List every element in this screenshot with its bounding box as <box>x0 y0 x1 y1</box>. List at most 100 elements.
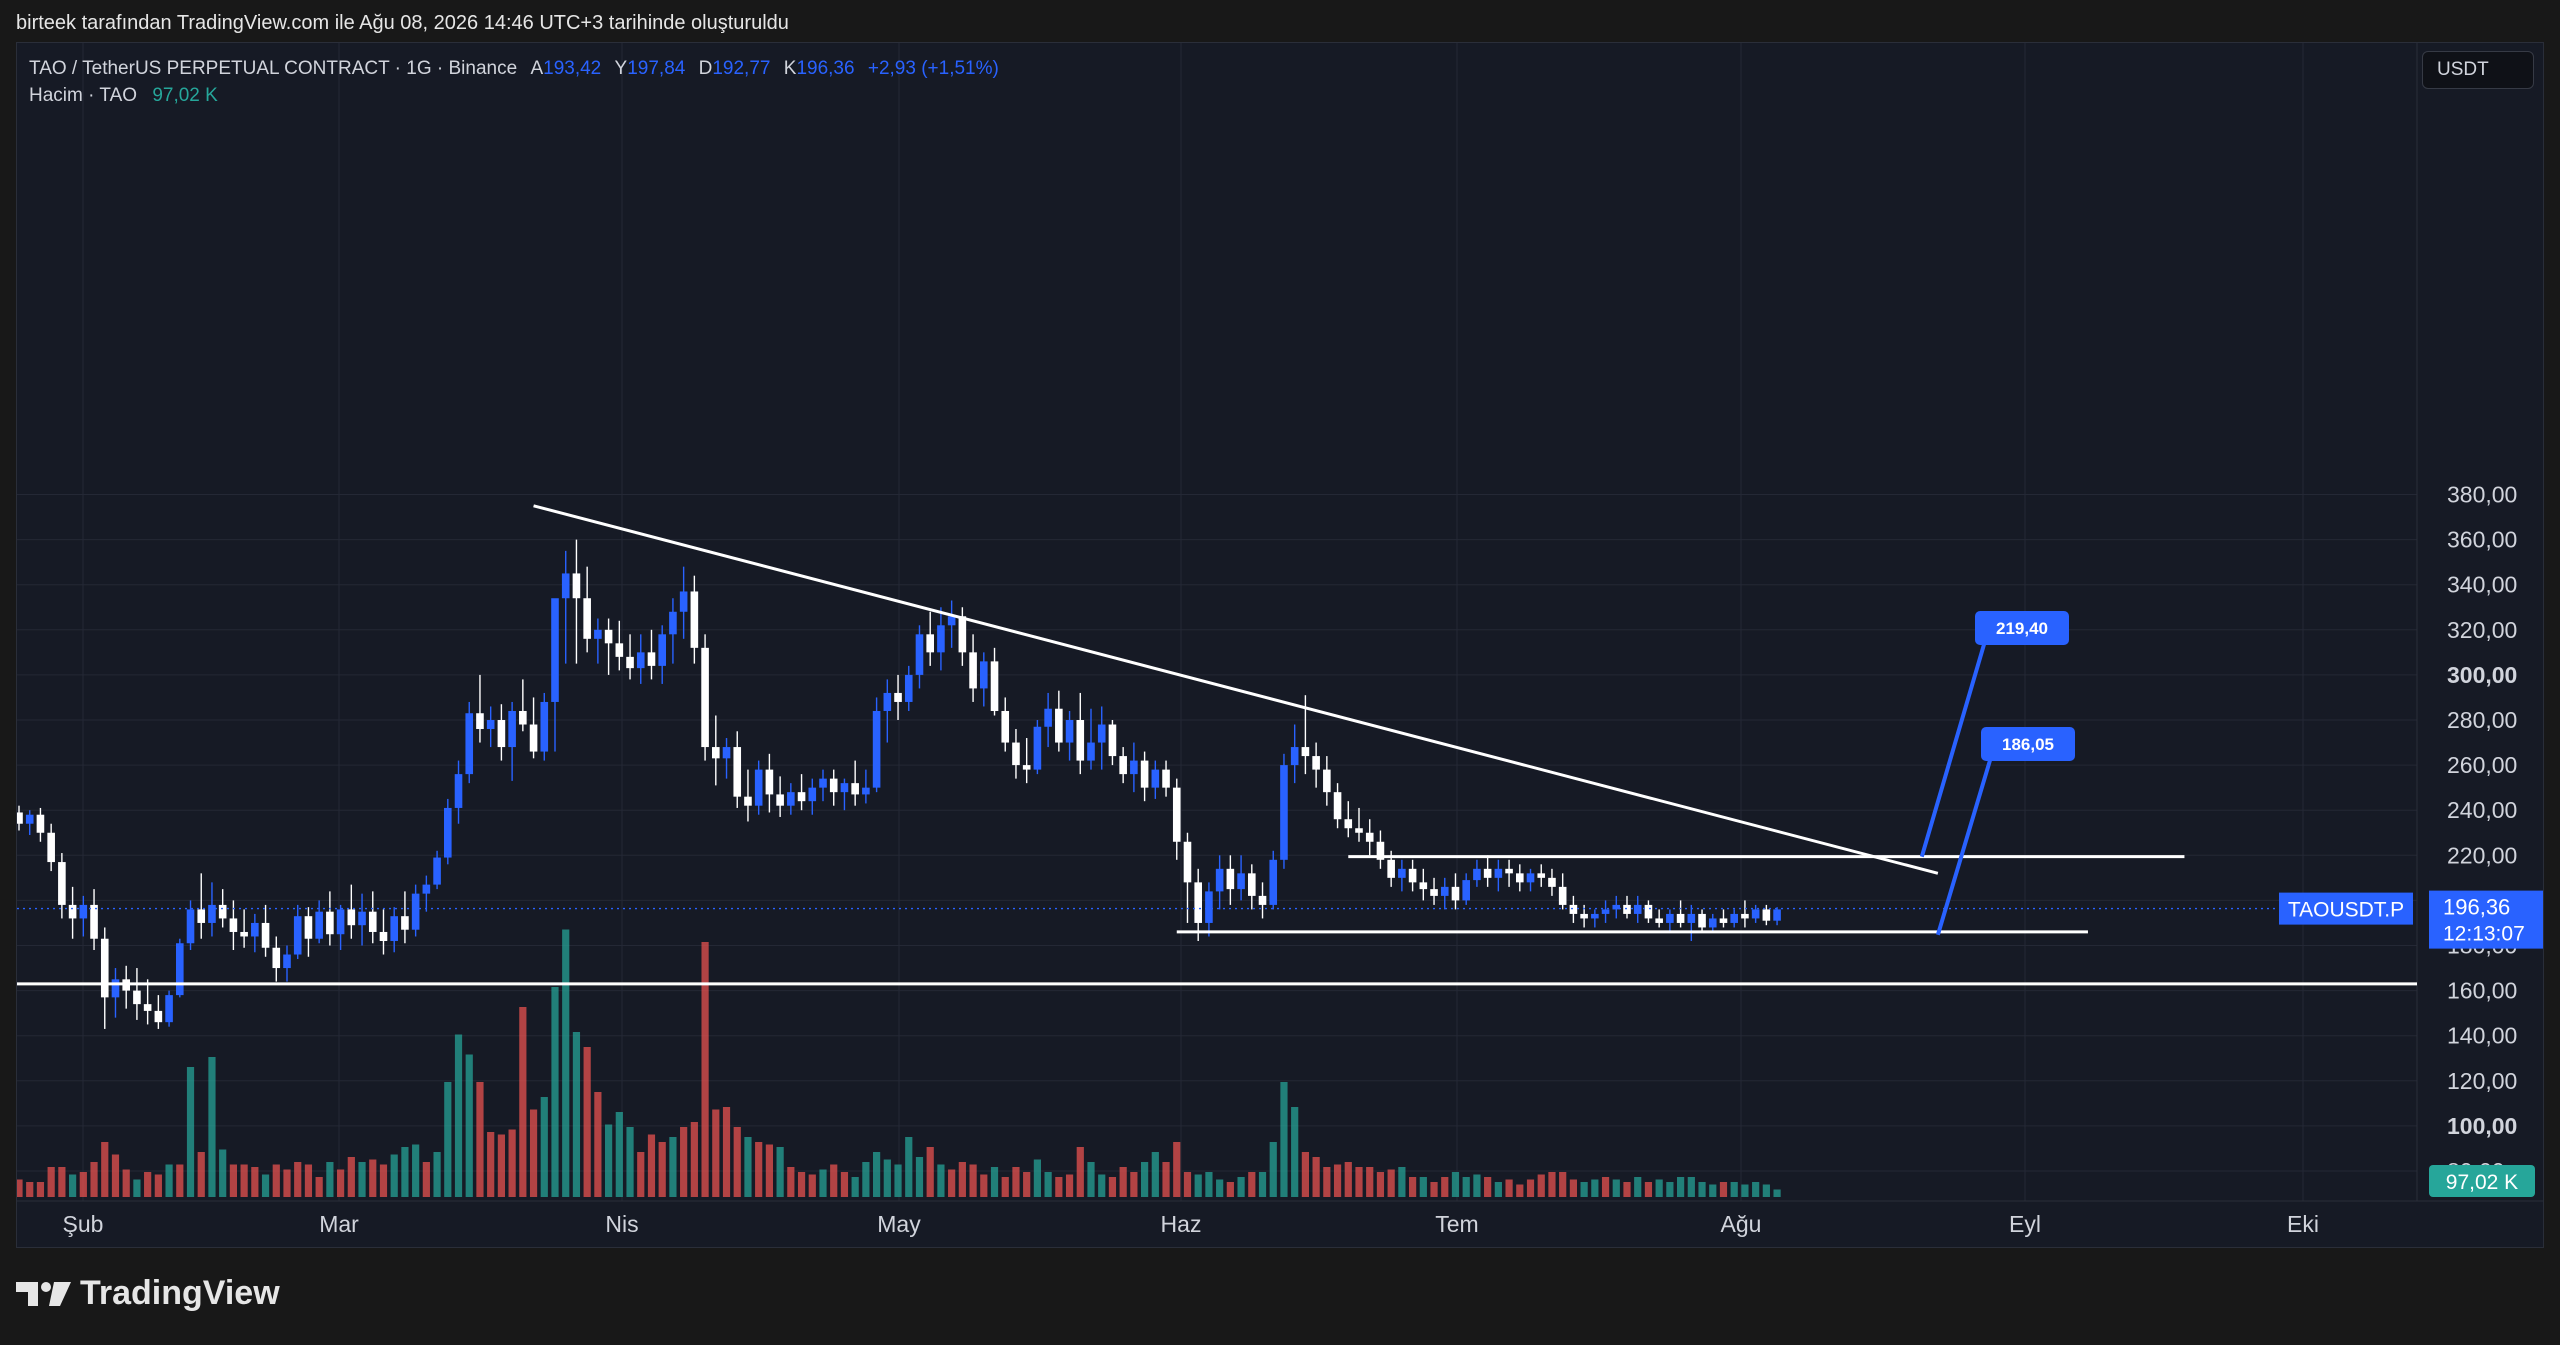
volume-bar <box>1162 1162 1170 1197</box>
candle-body <box>1151 769 1160 788</box>
y-tick-label: 280,00 <box>2447 707 2517 733</box>
candle-body <box>1344 819 1353 829</box>
volume-bar <box>1141 1162 1149 1197</box>
volume-bar <box>326 1162 334 1197</box>
candle-body <box>1398 868 1406 878</box>
candle-body <box>1762 909 1771 921</box>
candle-body <box>636 652 645 669</box>
candle-body <box>465 713 474 775</box>
volume-bar <box>883 1159 891 1197</box>
candle-body <box>712 747 720 759</box>
candle-body <box>840 783 849 793</box>
chart-panel[interactable]: 80,00100,00120,00140,00160,00180,00200,0… <box>16 42 2544 1248</box>
candle-body <box>1730 913 1738 923</box>
candle-body <box>1516 873 1524 883</box>
tradingview-logo[interactable]: TradingView <box>16 1274 280 1313</box>
volume-bar <box>1634 1177 1642 1197</box>
volume-bar <box>1108 1177 1117 1197</box>
candle-body <box>1451 886 1460 901</box>
currency-selector[interactable]: USDT <box>2422 51 2534 89</box>
candle-body <box>1408 868 1417 883</box>
volume-row: Hacim · TAO 97,02 K <box>29 82 999 109</box>
candle-body <box>79 904 88 919</box>
volume-bar <box>1709 1184 1717 1197</box>
candle-body <box>347 909 356 926</box>
volume-bar <box>251 1167 259 1197</box>
change-value: +2,93 (+1,51%) <box>867 58 999 79</box>
volume-bar <box>1484 1177 1492 1197</box>
x-tick-label: Eyl <box>2009 1211 2041 1237</box>
candle-body <box>615 643 624 657</box>
volume-bar <box>17 1179 23 1197</box>
candle-body <box>1526 873 1535 883</box>
volume-bar <box>1151 1152 1159 1197</box>
candle-body <box>1494 868 1503 878</box>
candle-body <box>1001 710 1010 743</box>
candle-body <box>561 573 570 599</box>
candle-body <box>980 661 988 689</box>
high-label: Y <box>614 58 628 79</box>
volume-bar <box>1537 1174 1545 1197</box>
volume-bar <box>401 1147 409 1197</box>
volume-bar <box>412 1144 420 1197</box>
candle-body <box>744 796 752 806</box>
candle-body <box>304 916 313 939</box>
candle-body <box>1644 904 1653 919</box>
candle-body <box>1301 747 1310 757</box>
volume-bar <box>787 1167 795 1197</box>
volume-bar <box>26 1182 34 1197</box>
candle-body <box>165 995 173 1023</box>
candle-body <box>1440 886 1449 896</box>
volume-bar <box>980 1174 988 1197</box>
candle-body <box>1462 880 1470 901</box>
candle-body <box>797 792 806 802</box>
candle-body <box>208 904 216 923</box>
volume-bar <box>197 1152 205 1197</box>
volume-bar <box>1677 1177 1685 1197</box>
volume-bar <box>1462 1177 1470 1197</box>
volume-bar <box>1258 1172 1267 1197</box>
volume-bar <box>358 1162 366 1197</box>
candle-body <box>133 990 141 1005</box>
volume-bar <box>1098 1174 1106 1197</box>
trendline <box>533 504 1939 875</box>
volume-label[interactable]: Hacim · TAO <box>29 85 138 106</box>
high-value: 197,84 <box>627 58 686 79</box>
x-tick-label: Eki <box>2287 1211 2319 1237</box>
candle-body <box>390 916 398 941</box>
candle-body <box>808 787 817 802</box>
candle-body <box>100 938 109 998</box>
resistance-callout <box>1975 611 2069 645</box>
y-tick-label: 140,00 <box>2447 1023 2517 1049</box>
candle-body <box>1333 792 1342 820</box>
volume-bar <box>647 1134 656 1197</box>
price-chart[interactable]: 80,00100,00120,00140,00160,00180,00200,0… <box>17 43 2543 1247</box>
volume-bar <box>1248 1172 1256 1197</box>
volume-bar <box>1494 1182 1502 1197</box>
resistance-callout-label: 219,40 <box>1996 619 2048 638</box>
candle-body <box>990 661 999 711</box>
candle-body <box>937 625 945 653</box>
volume-bar <box>894 1164 902 1197</box>
volume-bar <box>1366 1167 1374 1197</box>
volume-bar <box>1612 1179 1620 1197</box>
ohlc-row: TAO / TetherUS PERPETUAL CONTRACT · 1G ·… <box>29 55 999 82</box>
volume-bar <box>390 1154 398 1197</box>
candle-body <box>401 916 409 930</box>
candle-body <box>787 792 795 806</box>
candle-body <box>872 710 881 788</box>
candle-body <box>1569 904 1578 914</box>
candle-body <box>1430 889 1438 896</box>
candle-body <box>851 783 859 795</box>
symbol-title[interactable]: TAO / TetherUS PERPETUAL CONTRACT · 1G ·… <box>29 58 518 79</box>
volume-bar <box>926 1147 934 1197</box>
low-value: 192,77 <box>712 58 771 79</box>
volume-bar <box>1591 1179 1599 1197</box>
volume-bar <box>1237 1177 1245 1197</box>
candle-body <box>604 629 613 644</box>
candle-body <box>754 769 763 806</box>
candle-body <box>1237 873 1245 890</box>
y-tick-label: 120,00 <box>2447 1068 2517 1094</box>
volume-bar <box>497 1134 505 1197</box>
candle-body <box>733 747 742 797</box>
